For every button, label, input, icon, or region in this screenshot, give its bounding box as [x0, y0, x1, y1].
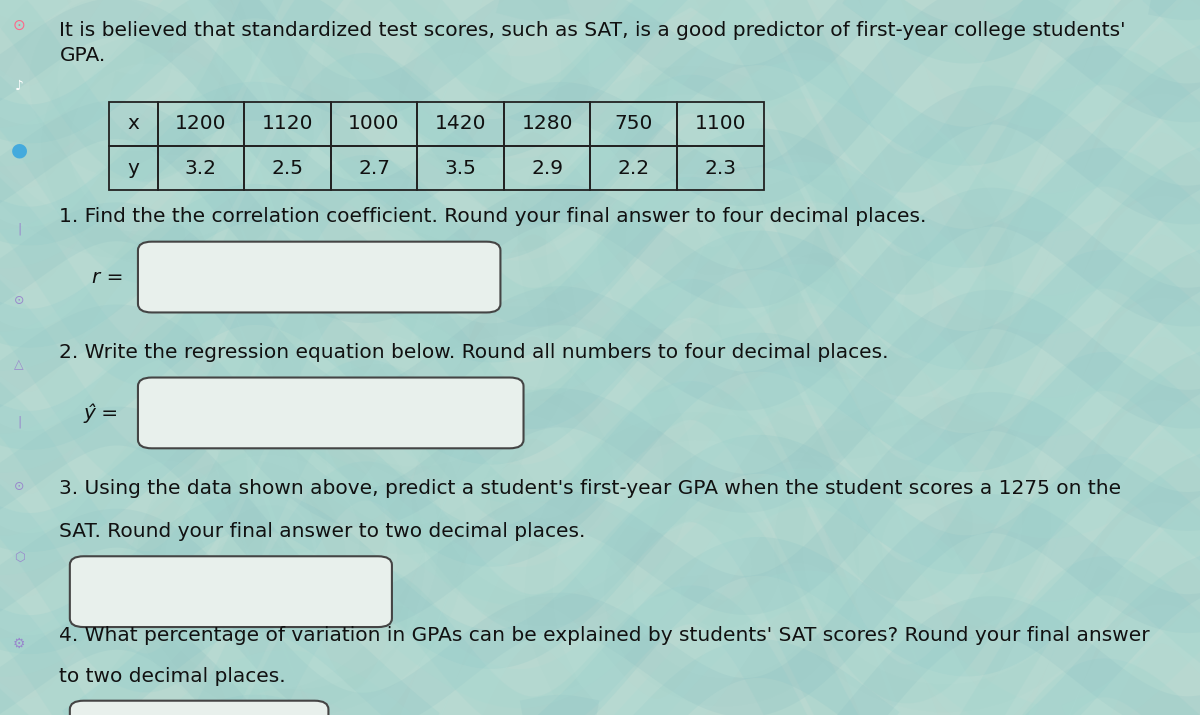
Text: to two decimal places.: to two decimal places.	[60, 667, 286, 686]
Text: 3.5: 3.5	[445, 159, 476, 177]
Text: 2.7: 2.7	[358, 159, 390, 177]
Bar	[331, 102, 418, 146]
Bar	[109, 146, 157, 190]
Bar	[157, 146, 244, 190]
Bar	[590, 146, 677, 190]
Text: 1200: 1200	[175, 114, 227, 133]
Bar	[418, 102, 504, 146]
Text: 1280: 1280	[522, 114, 572, 133]
Text: |: |	[17, 415, 22, 428]
Bar	[244, 146, 331, 190]
FancyBboxPatch shape	[70, 701, 329, 715]
Text: △: △	[14, 358, 24, 371]
Text: 2. Write the regression equation below. Round all numbers to four decimal places: 2. Write the regression equation below. …	[60, 343, 889, 363]
Text: 2.5: 2.5	[271, 159, 304, 177]
Bar	[418, 146, 504, 190]
Text: SAT. Round your final answer to two decimal places.: SAT. Round your final answer to two deci…	[60, 522, 586, 541]
Text: x: x	[127, 114, 139, 133]
Text: ŷ =: ŷ =	[84, 403, 119, 423]
Bar	[331, 146, 418, 190]
Text: 1420: 1420	[434, 114, 486, 133]
Text: GPA.: GPA.	[60, 46, 106, 66]
Text: 750: 750	[614, 114, 653, 133]
Text: ⬡: ⬡	[13, 551, 25, 564]
FancyBboxPatch shape	[138, 378, 523, 448]
Text: 3.2: 3.2	[185, 159, 217, 177]
Text: 2.2: 2.2	[618, 159, 650, 177]
Text: 1000: 1000	[348, 114, 400, 133]
Text: ●: ●	[11, 141, 28, 159]
Text: ⚙: ⚙	[13, 636, 25, 651]
Bar	[157, 102, 244, 146]
Text: 1. Find the the correlation coefficient. Round your final answer to four decimal: 1. Find the the correlation coefficient.…	[60, 207, 926, 227]
Bar	[677, 102, 763, 146]
Text: ⊙: ⊙	[14, 294, 24, 307]
Text: 1100: 1100	[695, 114, 746, 133]
Text: 2.9: 2.9	[532, 159, 563, 177]
Text: y: y	[127, 159, 139, 177]
Text: ♪: ♪	[14, 79, 24, 93]
Text: 3. Using the data shown above, predict a student's first-year GPA when the stude: 3. Using the data shown above, predict a…	[60, 479, 1122, 498]
Text: 4. What percentage of variation in GPAs can be explained by students' SAT scores: 4. What percentage of variation in GPAs …	[60, 626, 1150, 645]
Bar	[677, 146, 763, 190]
Bar	[590, 102, 677, 146]
Text: 2.3: 2.3	[704, 159, 737, 177]
Text: ⊙: ⊙	[13, 18, 25, 32]
Text: ⊙: ⊙	[14, 480, 24, 493]
Text: r =: r =	[91, 267, 124, 287]
Text: |: |	[17, 222, 22, 235]
FancyBboxPatch shape	[70, 556, 392, 627]
Bar	[504, 102, 590, 146]
Text: 1120: 1120	[262, 114, 313, 133]
Bar	[244, 102, 331, 146]
Bar	[109, 102, 157, 146]
Bar	[504, 146, 590, 190]
FancyBboxPatch shape	[138, 242, 500, 312]
Text: It is believed that standardized test scores, such as SAT, is a good predictor o: It is believed that standardized test sc…	[60, 21, 1126, 41]
